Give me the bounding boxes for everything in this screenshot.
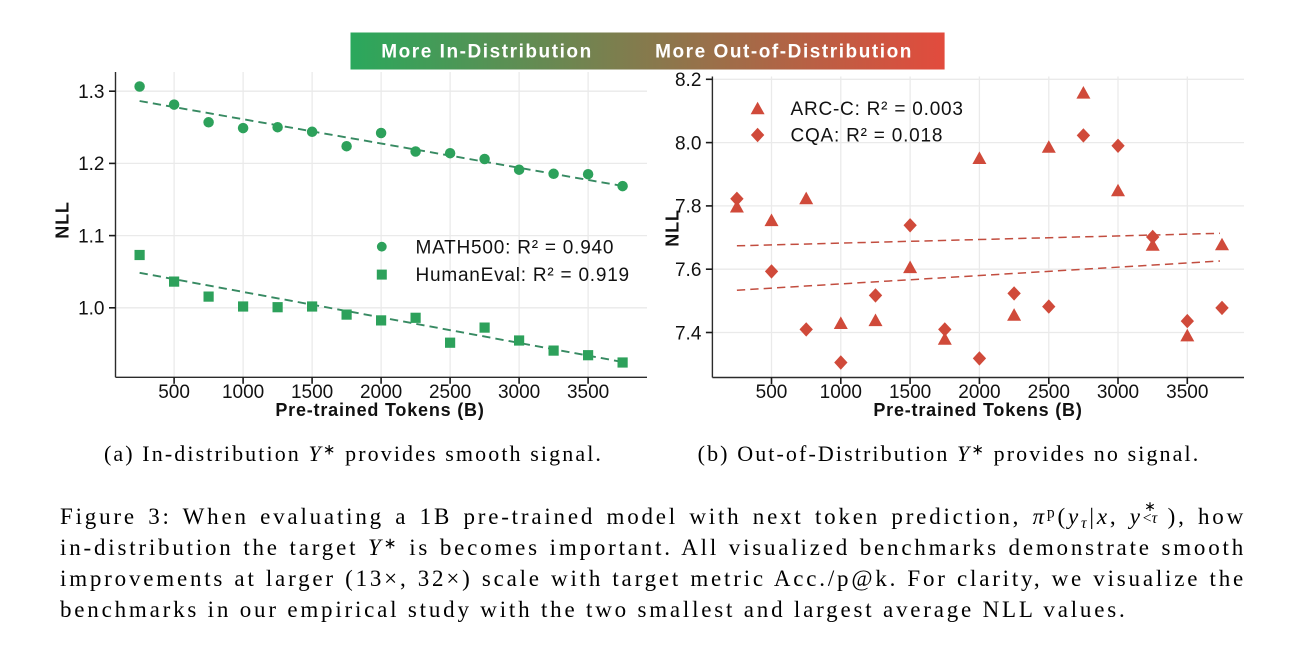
svg-text:3500: 3500 — [1166, 382, 1208, 403]
svg-text:1500: 1500 — [889, 382, 931, 403]
svg-text:More Out-of-Distribution: More Out-of-Distribution — [655, 41, 913, 62]
svg-text:NLL: NLL — [663, 209, 683, 246]
svg-text:2500: 2500 — [429, 382, 471, 403]
svg-text:7.8: 7.8 — [675, 197, 701, 218]
svg-text:1.3: 1.3 — [78, 82, 104, 103]
svg-text:500: 500 — [158, 382, 190, 403]
svg-text:500: 500 — [756, 382, 788, 403]
svg-text:3000: 3000 — [1097, 382, 1139, 403]
svg-text:CQA: R² = 0.018: CQA: R² = 0.018 — [791, 126, 944, 147]
svg-text:1.1: 1.1 — [78, 226, 104, 247]
svg-text:8.2: 8.2 — [675, 70, 701, 91]
svg-text:2000: 2000 — [360, 382, 402, 403]
svg-text:Pre-trained Tokens (B): Pre-trained Tokens (B) — [275, 400, 484, 420]
svg-text:NLL: NLL — [53, 201, 73, 238]
svg-text:ARC-C: R² = 0.003: ARC-C: R² = 0.003 — [791, 99, 964, 120]
svg-text:HumanEval: R² = 0.919: HumanEval: R² = 0.919 — [416, 265, 630, 286]
svg-text:More In-Distribution: More In-Distribution — [381, 41, 592, 62]
svg-text:7.6: 7.6 — [675, 260, 701, 281]
svg-text:8.0: 8.0 — [675, 133, 701, 154]
svg-text:1000: 1000 — [820, 382, 862, 403]
svg-text:1000: 1000 — [222, 382, 264, 403]
svg-text:MATH500: R² = 0.940: MATH500: R² = 0.940 — [416, 237, 615, 258]
svg-text:1.0: 1.0 — [78, 299, 104, 320]
svg-text:7.4: 7.4 — [675, 323, 702, 344]
svg-text:3500: 3500 — [567, 382, 609, 403]
svg-text:1.2: 1.2 — [78, 154, 104, 175]
svg-text:2500: 2500 — [1028, 382, 1070, 403]
svg-text:Pre-trained Tokens (B): Pre-trained Tokens (B) — [873, 400, 1082, 420]
svg-text:2000: 2000 — [958, 382, 1000, 403]
svg-text:3000: 3000 — [498, 382, 540, 403]
svg-text:1500: 1500 — [291, 382, 333, 403]
